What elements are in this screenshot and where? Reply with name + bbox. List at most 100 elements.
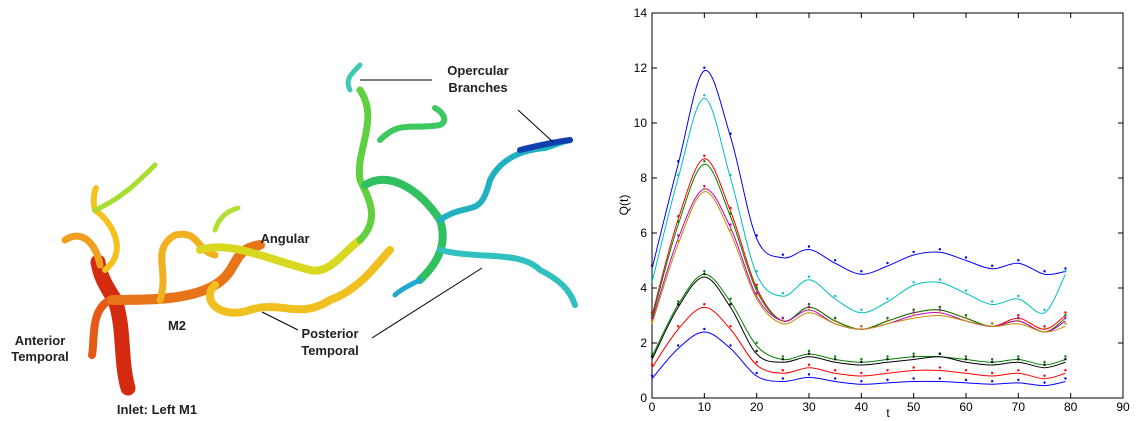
data-point <box>650 314 654 317</box>
data-point <box>833 319 837 322</box>
data-point <box>807 308 811 311</box>
data-point <box>703 303 706 306</box>
data-point <box>886 355 889 358</box>
data-point <box>886 378 889 382</box>
data-point <box>938 311 942 314</box>
data-point <box>1064 377 1067 380</box>
data-point <box>1043 325 1046 328</box>
data-point <box>886 316 889 320</box>
data-point <box>964 369 968 372</box>
data-point <box>990 371 994 375</box>
data-point <box>807 245 811 248</box>
data-point <box>650 264 654 267</box>
data-point <box>703 272 706 276</box>
data-point <box>912 366 915 369</box>
data-point <box>1064 311 1067 314</box>
vessel-angular <box>196 236 364 275</box>
data-point <box>886 261 889 265</box>
vessel-l <box>345 62 363 93</box>
y-tick-label: 4 <box>640 281 647 295</box>
x-tick-label: 40 <box>855 400 869 414</box>
data-point <box>860 308 863 311</box>
data-point <box>833 355 837 358</box>
data-point <box>703 154 706 157</box>
data-point <box>650 355 654 358</box>
x-tick-label: 0 <box>649 400 656 414</box>
data-point <box>781 358 785 361</box>
data-point <box>729 212 732 215</box>
vessel-tree <box>61 62 578 396</box>
y-tick-label: 6 <box>640 226 647 240</box>
data-point <box>676 160 680 163</box>
series-line <box>651 97 1066 314</box>
x-tick-label: 90 <box>1116 400 1130 414</box>
data-point <box>1017 319 1020 322</box>
data-point <box>676 344 680 347</box>
y-tick-label: 2 <box>640 336 647 350</box>
data-point <box>703 187 706 190</box>
y-axis-label: Q(t) <box>617 195 631 216</box>
data-point <box>650 363 654 366</box>
data-point <box>755 283 758 287</box>
x-tick-label: 80 <box>1064 400 1078 414</box>
data-point <box>964 378 968 382</box>
data-point <box>676 300 680 303</box>
data-point <box>807 305 811 309</box>
data-point <box>729 223 732 226</box>
data-point <box>964 289 968 292</box>
data-point <box>938 248 942 251</box>
plot-frame <box>651 12 1124 399</box>
vessel-j <box>517 137 573 153</box>
data-point <box>781 292 785 295</box>
data-point <box>729 132 732 135</box>
data-point <box>912 308 915 311</box>
data-point <box>1017 294 1020 298</box>
data-point <box>807 303 811 306</box>
leader-line <box>517 109 554 143</box>
series-line <box>651 191 1066 333</box>
x-tick-label: 30 <box>802 400 816 414</box>
x-tick-label: 70 <box>1012 400 1026 414</box>
data-point <box>1043 327 1046 331</box>
data-point <box>1017 259 1020 262</box>
vessel-e <box>212 205 241 233</box>
data-point <box>807 373 811 376</box>
data-point <box>650 311 654 314</box>
data-point <box>781 316 785 320</box>
vessel-a <box>61 232 104 269</box>
data-point <box>729 344 732 347</box>
leader-line <box>261 311 299 331</box>
data-point <box>703 327 706 331</box>
series-line <box>651 306 1066 380</box>
data-point <box>990 380 994 383</box>
data-point <box>650 374 654 377</box>
data-point <box>1064 314 1067 317</box>
data-point <box>755 349 758 353</box>
data-point <box>755 270 758 273</box>
data-point <box>833 369 837 372</box>
vessel-m <box>392 277 423 298</box>
data-point <box>755 292 758 295</box>
data-point <box>912 281 915 284</box>
data-point <box>676 173 680 177</box>
series-line <box>651 331 1066 387</box>
data-point <box>1017 378 1020 382</box>
data-point <box>729 303 732 306</box>
vessel-m1 <box>90 254 136 396</box>
data-point <box>938 377 942 380</box>
label: Temporal <box>301 343 359 358</box>
data-point <box>912 250 915 254</box>
data-point <box>676 239 680 243</box>
data-point <box>990 322 994 325</box>
data-point <box>860 325 863 328</box>
data-point <box>886 297 889 300</box>
data-point <box>990 264 994 267</box>
label: M2 <box>168 318 186 333</box>
label: Temporal <box>11 349 69 364</box>
data-point <box>781 377 785 380</box>
x-axis-label: t <box>886 406 890 420</box>
data-point <box>1017 358 1020 361</box>
series-line <box>651 273 1066 366</box>
data-point <box>729 173 732 177</box>
data-point <box>990 358 994 361</box>
